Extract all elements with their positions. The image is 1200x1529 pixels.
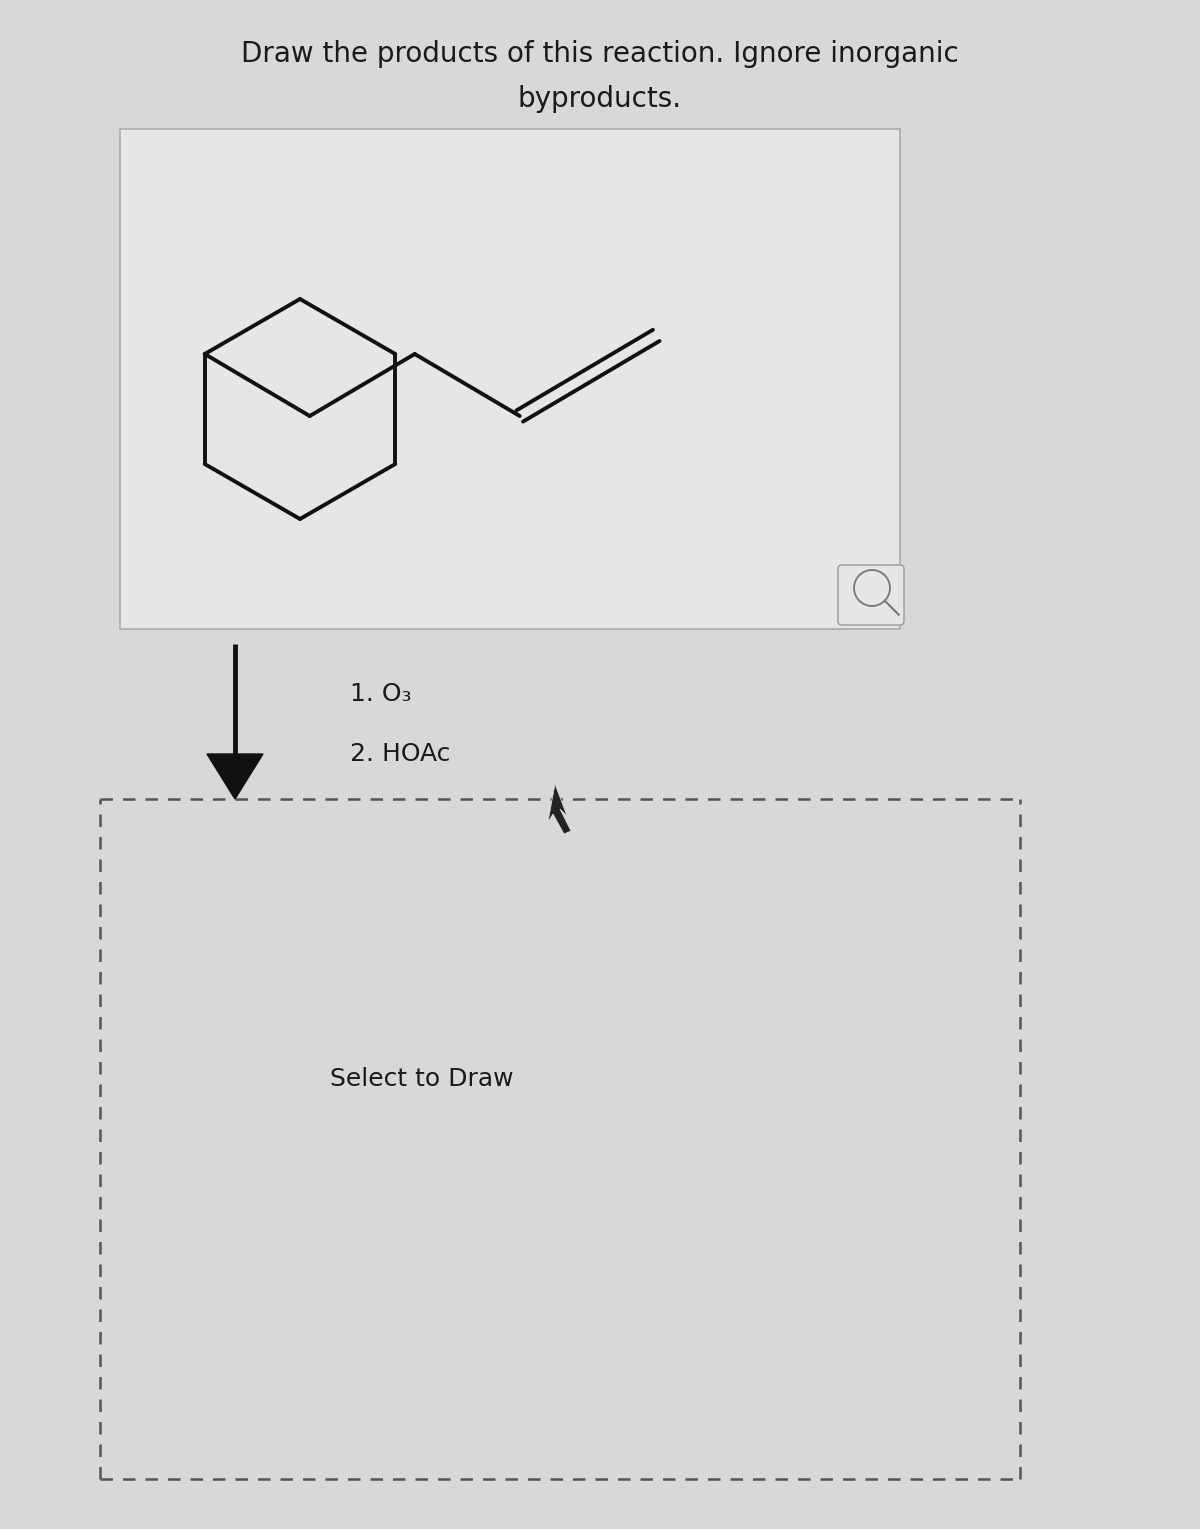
Polygon shape <box>208 754 263 800</box>
Polygon shape <box>548 784 571 833</box>
Text: byproducts.: byproducts. <box>518 86 682 113</box>
Text: 1. O₃: 1. O₃ <box>350 682 412 706</box>
Text: Draw the products of this reaction. Ignore inorganic: Draw the products of this reaction. Igno… <box>241 40 959 67</box>
FancyBboxPatch shape <box>120 128 900 628</box>
Text: Select to Draw: Select to Draw <box>330 1067 514 1092</box>
FancyBboxPatch shape <box>838 566 904 625</box>
Text: 2. HOAc: 2. HOAc <box>350 742 450 766</box>
